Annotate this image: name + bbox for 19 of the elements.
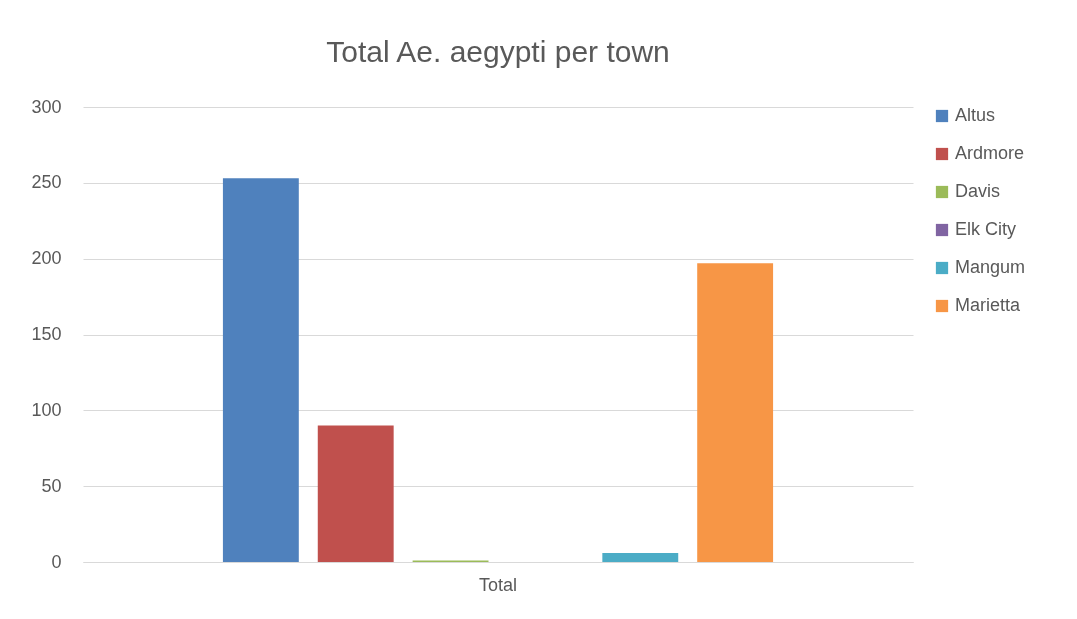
legend-label: Mangum <box>955 257 1026 277</box>
bar <box>222 178 299 562</box>
y-tick-label: 100 <box>31 399 62 420</box>
y-tick-label: 250 <box>31 172 62 193</box>
y-tick-label: 150 <box>31 324 62 344</box>
legend-label: Ardmore <box>955 143 1025 163</box>
chart-title: Total Ae. aegypti per town <box>326 35 670 68</box>
legend-label: Altus <box>955 105 996 125</box>
legend-label: Davis <box>955 181 1001 201</box>
bar <box>317 425 394 562</box>
bar <box>697 263 774 562</box>
x-tick-label: Total <box>478 574 518 595</box>
y-tick-label: 300 <box>31 96 62 117</box>
legend-label: Marietta <box>955 295 1022 315</box>
bar <box>602 552 679 562</box>
y-tick-label: 200 <box>31 248 62 269</box>
y-tick-label: 50 <box>41 475 62 496</box>
y-tick-label: 0 <box>51 551 62 572</box>
legend-label: Elk City <box>955 219 1017 239</box>
